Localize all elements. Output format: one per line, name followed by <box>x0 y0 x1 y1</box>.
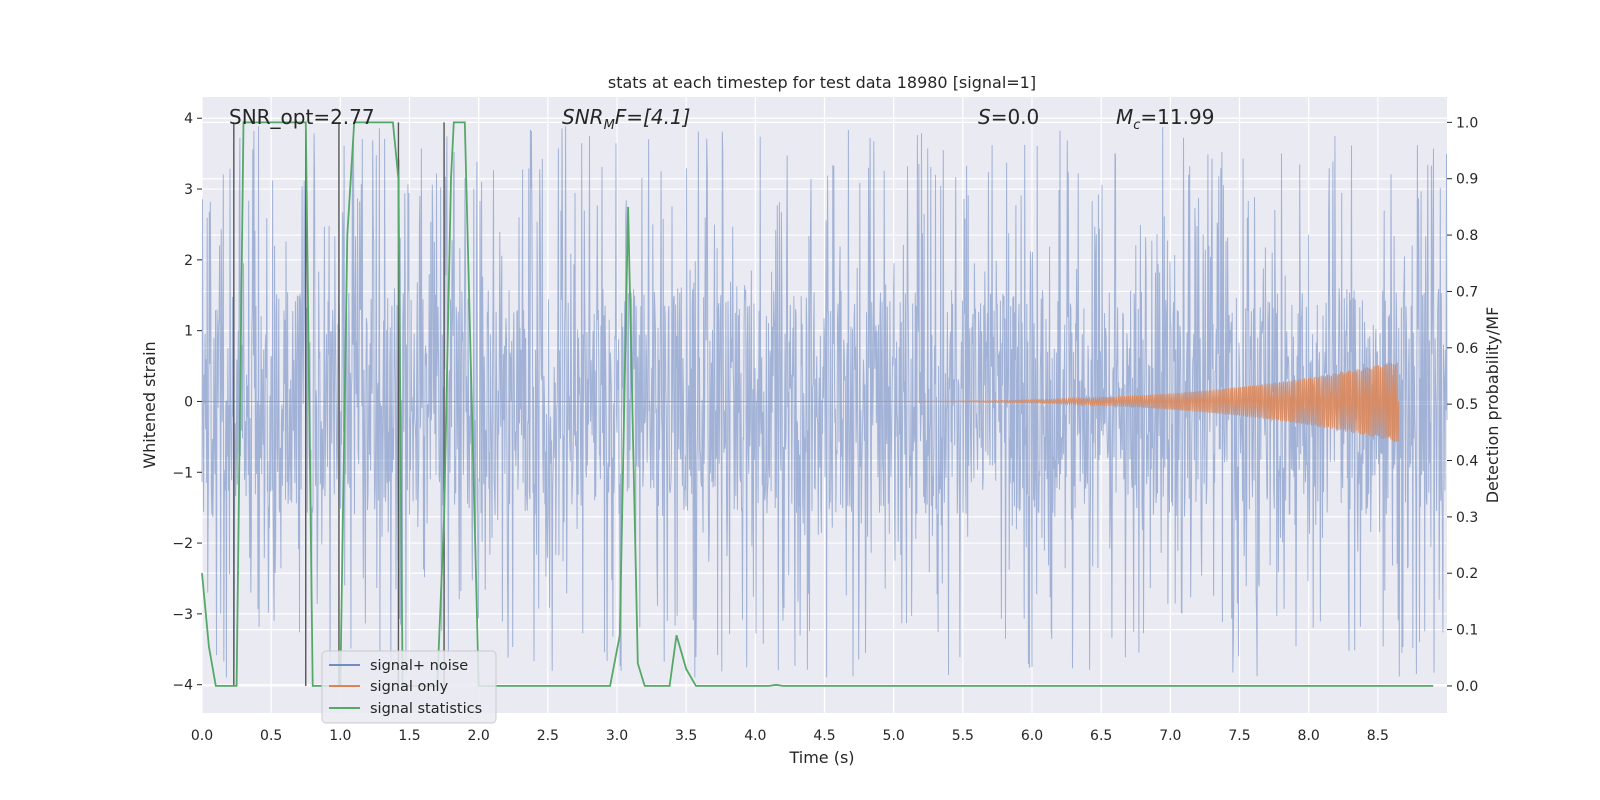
x-axis-label: Time (s) <box>788 748 854 767</box>
y-left-tick-label: 0 <box>184 394 193 410</box>
x-tick-label: 0.5 <box>260 728 282 744</box>
signal-noise-series <box>201 126 1448 678</box>
y-left-tick-label: −1 <box>172 465 193 481</box>
x-tick-label: 3.5 <box>675 728 697 744</box>
x-tick-label: 5.5 <box>952 728 974 744</box>
noise-line <box>201 126 1448 678</box>
y-right-tick-label: 0.7 <box>1456 284 1478 300</box>
stats-line <box>201 121 1434 687</box>
legend-label-signal: signal only <box>370 679 449 695</box>
x-tick-label: 4.0 <box>744 728 766 744</box>
x-tick-label: 8.5 <box>1367 728 1389 744</box>
annotation-snr-mf: SNRMF=[4.1] <box>562 105 690 133</box>
signal-statistics-series <box>201 121 1434 687</box>
x-tick-label: 7.0 <box>1159 728 1181 744</box>
x-tick-label: 5.0 <box>883 728 905 744</box>
x-tick-label: 8.0 <box>1298 728 1320 744</box>
y-axis-right-label: Detection probability/MF <box>1483 307 1502 504</box>
y-left-tick-label: −2 <box>172 536 193 552</box>
y-left-tick-label: 2 <box>184 253 193 269</box>
y-right-tick-label: 0.2 <box>1456 566 1478 582</box>
y-right-tick-label: 0.4 <box>1456 454 1478 470</box>
y-right-tick-label: 0.3 <box>1456 510 1478 526</box>
snr-mf-rest: F=[4.1] <box>615 105 691 129</box>
s-rest: =0.0 <box>991 105 1040 129</box>
legend: signal+ noise signal only signal statist… <box>321 650 497 724</box>
x-tick-label: 1.5 <box>398 728 420 744</box>
s-main: S <box>978 105 991 129</box>
signal-line <box>202 362 1400 442</box>
mc-main: M <box>1116 105 1133 129</box>
legend-label-noise: signal+ noise <box>370 658 468 674</box>
y-left-tick-label: −3 <box>172 607 193 623</box>
mc-sub: c <box>1133 118 1140 133</box>
x-tick-label: 4.5 <box>813 728 835 744</box>
y-right-tick-label: 0.9 <box>1456 172 1478 188</box>
chart-title: stats at each timestep for test data 189… <box>608 73 1036 92</box>
x-tick-label: 6.5 <box>1090 728 1112 744</box>
snr-mf-sub: M <box>604 118 615 133</box>
snr-mf-main: SNR <box>562 105 604 129</box>
x-tick-label: 7.5 <box>1228 728 1250 744</box>
mc-rest: =11.99 <box>1140 105 1214 129</box>
y-right-tick-label: 1.0 <box>1456 115 1478 131</box>
x-tick-label: 3.0 <box>606 728 628 744</box>
x-tick-label: 1.0 <box>329 728 351 744</box>
annotation-mc: Mc=11.99 <box>1116 105 1214 133</box>
y-left-tick-label: 1 <box>184 324 193 340</box>
x-tick-label: 2.5 <box>537 728 559 744</box>
signal-only-series <box>202 362 1400 442</box>
y-left-tick-label: −4 <box>172 678 193 694</box>
y-right-tick-label: 0.6 <box>1456 341 1478 357</box>
y-right-tick-label: 0.8 <box>1456 228 1478 244</box>
y-left-tick-label: 4 <box>184 111 193 127</box>
annotation-snr-opt: SNR_opt=2.77 <box>229 105 375 129</box>
x-tick-label: 2.0 <box>468 728 490 744</box>
x-tick-label: 6.0 <box>1021 728 1043 744</box>
y-right-tick-label: 0.0 <box>1456 679 1478 695</box>
y-right-tick-label: 0.5 <box>1456 397 1478 413</box>
y-left-tick-label: 3 <box>184 182 193 198</box>
legend-label-stats: signal statistics <box>370 701 482 717</box>
axis-ticks: 0.0 0.5 1.0 1.5 2.0 2.5 3.0 3.5 4.0 4.5 5.0 5.5 6.0 6… <box>172 111 1478 744</box>
y-right-tick-label: 0.1 <box>1456 623 1478 639</box>
legend-box <box>321 650 497 724</box>
x-tick-label: 0.0 <box>191 728 213 744</box>
annotation-s: S=0.0 <box>978 105 1039 129</box>
y-axis-left-label: Whitened strain <box>140 341 159 468</box>
